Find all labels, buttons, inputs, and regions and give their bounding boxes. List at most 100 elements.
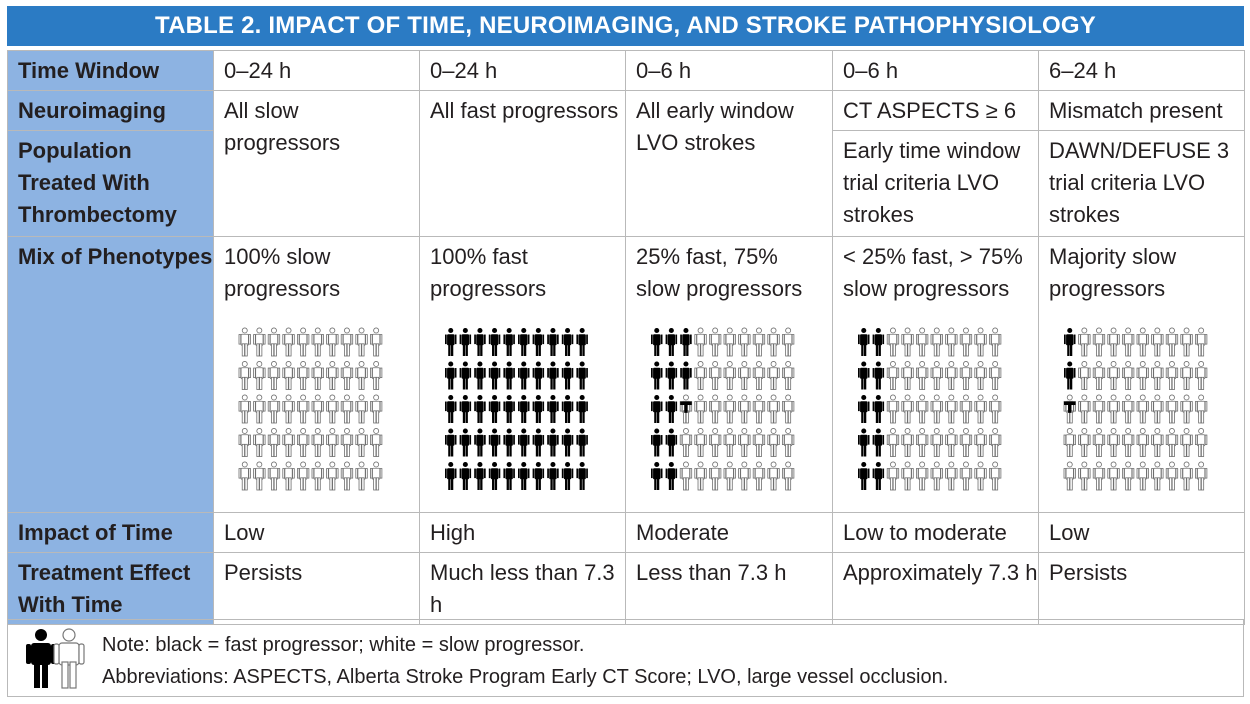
- person-black-icon: [445, 394, 457, 423]
- neuroimaging-cell: All fast progressors: [419, 90, 626, 237]
- person-black-icon: [576, 428, 588, 457]
- neuroimaging-cell: All early window LVO strokes: [625, 90, 833, 237]
- person-partial-icon: [1064, 401, 1076, 413]
- person-outline-icon: [916, 428, 929, 457]
- person-outline-icon: [738, 461, 751, 491]
- person-outline-icon: [1107, 428, 1120, 457]
- person-outline-icon: [1151, 361, 1164, 390]
- person-outline-icon: [886, 327, 900, 357]
- person-black-icon: [459, 461, 472, 490]
- person-outline-icon: [916, 394, 929, 424]
- effect-cell: Less than 7.3 h: [625, 552, 833, 625]
- abbreviations-line: Abbreviations: ASPECTS, Alberta Stroke P…: [102, 666, 949, 688]
- person-outline-icon: [988, 361, 1002, 390]
- note-text: Note: black = fast progressor; white = s…: [102, 629, 948, 693]
- person-outline-icon: [1063, 428, 1076, 457]
- person-black-icon: [503, 394, 515, 423]
- person-outline-icon: [267, 361, 281, 390]
- person-black-icon: [445, 461, 457, 490]
- person-outline-icon: [369, 461, 383, 491]
- person-outline-icon: [988, 327, 1002, 357]
- person-black-icon: [1064, 327, 1076, 356]
- person-outline-icon: [267, 394, 281, 424]
- person-outline-icon: [886, 428, 900, 457]
- person-outline-icon: [1194, 461, 1208, 491]
- person-outline-icon: [767, 327, 780, 357]
- person-outline-icon: [297, 327, 310, 357]
- person-outline-icon: [1063, 461, 1076, 491]
- person-black-icon: [488, 428, 501, 457]
- person-outline-icon: [1136, 428, 1149, 457]
- person-outline-icon: [238, 428, 251, 457]
- person-black-icon: [547, 461, 559, 490]
- person-outline-icon: [1180, 394, 1193, 424]
- person-outline-icon: [282, 461, 295, 491]
- person-black-icon: [518, 361, 530, 390]
- person-outline-icon: [930, 327, 943, 357]
- person-black-icon: [474, 394, 486, 423]
- impact-cell: High: [419, 512, 626, 553]
- person-outline-icon: [709, 461, 722, 491]
- person-outline-icon: [1165, 327, 1179, 357]
- person-outline-icon: [340, 394, 354, 424]
- person-outline-icon: [1180, 327, 1193, 357]
- person-black-icon: [872, 428, 885, 457]
- person-outline-icon: [694, 461, 707, 491]
- person-black-icon: [503, 327, 515, 356]
- person-outline-icon: [1165, 428, 1179, 457]
- phenotype-pictogram: [636, 313, 804, 492]
- person-outline-icon: [752, 428, 766, 457]
- row-neuroimaging: Neuroimaging All slow progressors All fa…: [7, 90, 1245, 237]
- person-black-icon: [665, 361, 678, 390]
- person-outline-icon: [945, 394, 958, 424]
- person-black-icon: [503, 428, 515, 457]
- person-outline-icon: [1151, 428, 1164, 457]
- person-black-icon: [651, 394, 663, 423]
- person-outline-icon: [1078, 461, 1091, 491]
- person-outline-icon: [709, 327, 722, 357]
- person-black-icon: [503, 361, 515, 390]
- person-outline-icon: [709, 361, 722, 390]
- person-black-icon: [665, 327, 678, 356]
- person-black-icon: [576, 394, 588, 423]
- person-outline-icon: [282, 428, 295, 457]
- person-outline-icon: [959, 428, 973, 457]
- person-outline-icon: [1136, 327, 1149, 357]
- person-outline-icon: [974, 327, 987, 357]
- person-outline-icon: [694, 361, 707, 390]
- person-black-icon: [503, 461, 515, 490]
- person-outline-icon: [767, 461, 780, 491]
- person-outline-icon: [1107, 394, 1120, 424]
- time-window-cell: 0–6 h: [625, 50, 833, 91]
- person-outline-icon: [959, 327, 973, 357]
- person-outline-icon: [974, 361, 987, 390]
- person-black-icon: [858, 461, 870, 490]
- row-mix: Mix of Phenotypes 100% slow progressors …: [7, 236, 1245, 513]
- person-outline-icon: [297, 361, 310, 390]
- population-cell: DAWN/DEFUSE 3 trial criteria LVO strokes: [1038, 130, 1245, 237]
- person-outline-icon: [901, 327, 914, 357]
- note-row: Note: black = fast progressor; white = s…: [7, 619, 1244, 697]
- time-window-cell: 0–6 h: [832, 50, 1039, 91]
- person-outline-icon: [767, 394, 780, 424]
- person-outline-icon: [267, 461, 281, 491]
- person-outline-icon: [974, 461, 987, 491]
- person-black-icon: [1064, 361, 1076, 390]
- person-outline-icon: [945, 461, 958, 491]
- person-black-icon: [532, 361, 545, 390]
- person-outline-icon: [723, 361, 736, 390]
- person-black-icon: [872, 394, 885, 423]
- person-outline-icon: [238, 361, 251, 390]
- person-outline-icon: [1136, 394, 1149, 424]
- person-outline-icon: [369, 327, 383, 357]
- person-outline-icon: [974, 394, 987, 424]
- person-outline-icon: [694, 327, 707, 357]
- person-black-icon: [532, 428, 545, 457]
- person-outline-icon: [738, 361, 751, 390]
- person-outline-icon: [326, 361, 339, 390]
- person-outline-icon: [1136, 361, 1149, 390]
- neuroimaging-cell: Mismatch present: [1038, 90, 1245, 131]
- person-outline-icon: [1180, 428, 1193, 457]
- row-effect: Treatment Effect With Time Persists Much…: [7, 552, 1245, 625]
- row-label-neuroimaging: Neuroimaging: [7, 90, 214, 131]
